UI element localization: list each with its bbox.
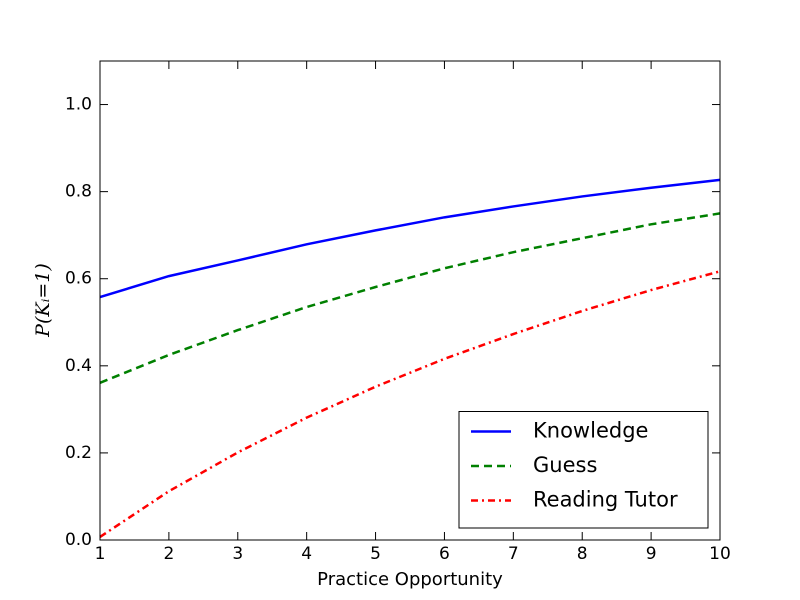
y-tick-label: 0.4 [65,356,92,376]
y-tick-label: 0.6 [65,269,92,289]
x-tick-label: 6 [439,544,450,564]
y-tick-label: 0.0 [65,530,92,550]
y-axis-label: P(Kᵢ=1) [32,263,54,338]
x-tick-label: 9 [646,544,657,564]
x-tick-label: 4 [301,544,312,564]
x-tick-label: 2 [163,544,174,564]
series-line [99,270,721,538]
y-tick-label: 0.2 [65,443,92,463]
legend-label: Knowledge [533,419,648,443]
legend-label: Guess [533,453,597,477]
series-line [99,178,721,299]
x-tick-label: 7 [508,544,519,564]
x-tick-label: 10 [709,544,731,564]
x-tick-label: 1 [95,544,106,564]
x-axis-label: Practice Opportunity [317,569,503,590]
x-tick-label: 3 [232,544,243,564]
x-tick-label: 8 [577,544,588,564]
series-line [99,212,721,384]
plot-frame [99,60,721,541]
legend-label: Reading Tutor [533,488,678,512]
y-tick-label: 1.0 [65,95,92,115]
y-tick-label: 0.8 [65,182,92,202]
x-tick-label: 5 [370,544,381,564]
